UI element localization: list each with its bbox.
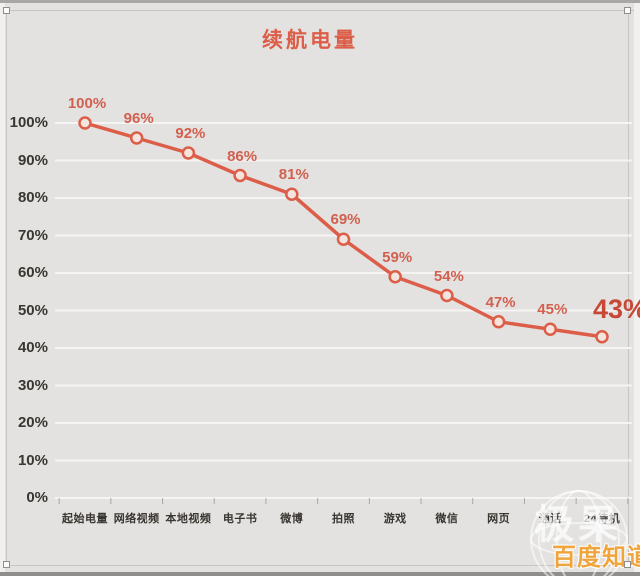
selection-frame-top	[5, 10, 634, 11]
x-axis-label: 微信	[435, 513, 459, 525]
y-axis-label: 20%	[17, 414, 48, 431]
window-top-edge	[0, 0, 640, 3]
data-point-label: 47%	[485, 293, 516, 311]
right-margin	[634, 3, 640, 572]
y-axis-label: 50%	[17, 301, 48, 319]
selection-frame-bottom	[5, 565, 634, 566]
x-axis-label: 网络视频	[113, 513, 160, 525]
y-axis-label: 40%	[17, 339, 48, 356]
data-point	[388, 270, 402, 284]
window-bottom-edge	[0, 572, 640, 576]
x-axis-label: 24待机	[583, 513, 621, 525]
data-point-label: 96%	[123, 110, 154, 127]
x-axis-label: 游戏	[383, 513, 407, 525]
selection-handle-top-right[interactable]	[624, 7, 631, 14]
selection-handle-top-left[interactable]	[3, 7, 10, 14]
y-axis-label: 60%	[17, 264, 48, 281]
data-point	[595, 330, 609, 344]
data-point-label: 69%	[330, 211, 361, 229]
data-point-label: 54%	[433, 267, 464, 285]
selection-handle-bottom-right[interactable]	[624, 561, 631, 568]
data-point	[233, 168, 247, 183]
y-axis-label: 70%	[17, 226, 48, 244]
data-point	[543, 322, 558, 336]
data-point-label: 45%	[537, 301, 568, 319]
x-axis-label: 起始电量	[62, 513, 108, 525]
left-margin	[0, 3, 5, 572]
data-point-label: 92%	[175, 125, 206, 142]
x-axis-label: 本地视频	[165, 513, 212, 525]
y-axis-label: 10%	[17, 451, 48, 469]
chart-title: 续航电量	[262, 29, 358, 52]
data-point	[129, 131, 144, 145]
selection-handle-bottom-left[interactable]	[3, 561, 10, 568]
data-point-label-emphasized: 43%	[593, 294, 640, 324]
x-axis-label: 拍照	[332, 513, 355, 525]
data-point	[181, 146, 196, 160]
selection-frame-left	[6, 10, 7, 566]
x-axis-label: 网页	[487, 513, 511, 525]
y-axis-label: 0%	[26, 489, 48, 506]
data-point	[78, 116, 92, 130]
y-axis-label: 90%	[17, 151, 48, 169]
data-point-label: 81%	[278, 166, 309, 184]
data-point-label: 86%	[227, 147, 258, 165]
y-axis-label: 80%	[17, 189, 48, 206]
x-axis-label: 微博	[280, 513, 304, 525]
data-point-label: 59%	[382, 248, 413, 266]
y-axis-label: 30%	[17, 376, 48, 394]
selection-frame-right	[628, 10, 629, 566]
data-point	[285, 187, 299, 201]
data-point-label: 100%	[67, 95, 107, 112]
data-point	[440, 288, 454, 303]
data-point	[491, 315, 506, 329]
x-axis-label: 电子书	[222, 513, 258, 525]
data-point	[336, 232, 351, 246]
y-axis-label: 100%	[9, 114, 48, 131]
